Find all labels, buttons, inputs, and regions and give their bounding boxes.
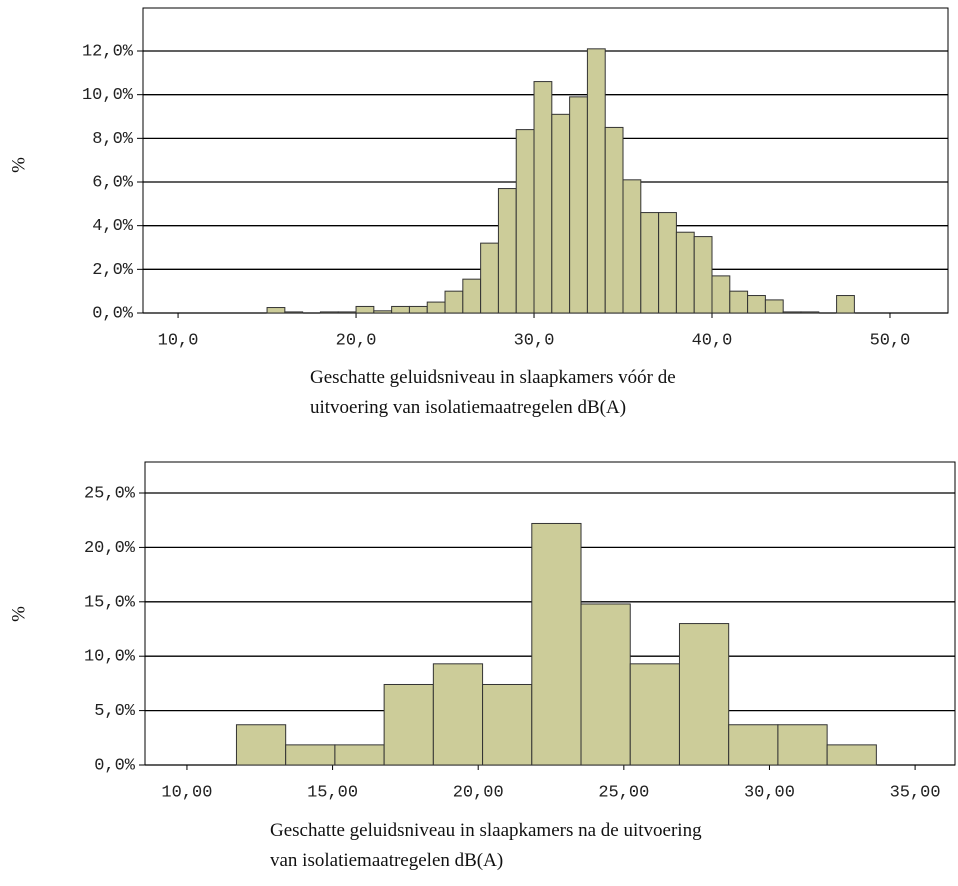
x-tick-label: 10,00 bbox=[161, 783, 212, 802]
bar bbox=[729, 290, 749, 314]
bar bbox=[391, 305, 410, 314]
bar bbox=[782, 311, 802, 314]
bar bbox=[826, 744, 877, 766]
y-tick-label: 10,0% bbox=[84, 648, 136, 667]
bar bbox=[629, 663, 680, 766]
y-tick-label: 10,0% bbox=[82, 86, 134, 105]
bar bbox=[604, 126, 624, 314]
bar bbox=[678, 623, 730, 766]
y-tick-label: 2,0% bbox=[92, 261, 134, 280]
bar bbox=[337, 311, 357, 314]
bar bbox=[482, 683, 533, 766]
bar bbox=[658, 212, 677, 314]
bar bbox=[693, 236, 713, 314]
x-tick-label: 20,00 bbox=[453, 783, 504, 802]
bar bbox=[319, 311, 339, 314]
bar bbox=[728, 724, 779, 766]
bar bbox=[373, 310, 393, 314]
y-tick-label: 4,0% bbox=[92, 217, 134, 236]
y-tick-label: 5,0% bbox=[94, 702, 136, 721]
x-tick-label: 25,00 bbox=[598, 783, 649, 802]
bar bbox=[531, 522, 582, 766]
x-axis-label: Geschatte geluidsniveau in slaapkamers n… bbox=[270, 820, 702, 841]
x-tick-label: 50,0 bbox=[870, 331, 911, 350]
bar bbox=[284, 311, 304, 314]
x-tick-label: 40,0 bbox=[692, 331, 733, 350]
y-tick-label: 6,0% bbox=[92, 173, 134, 192]
bar bbox=[777, 724, 828, 766]
y-axis-label: % bbox=[8, 606, 29, 622]
x-axis-label: van isolatiemaatregelen dB(A) bbox=[270, 850, 503, 871]
x-tick-label: 30,00 bbox=[744, 783, 795, 802]
y-tick-label: 0,0% bbox=[94, 756, 136, 775]
y-tick-label: 8,0% bbox=[92, 130, 134, 149]
x-tick-label: 20,0 bbox=[336, 331, 377, 350]
x-tick-label: 15,00 bbox=[307, 783, 358, 802]
y-tick-label: 20,0% bbox=[84, 539, 136, 558]
y-tick-label: 25,0% bbox=[84, 484, 136, 503]
bar bbox=[533, 81, 553, 314]
y-tick-label: 12,0% bbox=[82, 42, 134, 61]
bar bbox=[497, 188, 517, 314]
bar bbox=[515, 129, 535, 314]
bar bbox=[569, 96, 588, 314]
bar bbox=[444, 290, 464, 314]
bar bbox=[334, 744, 385, 766]
y-axis-label: % bbox=[8, 157, 29, 173]
y-tick-label: 0,0% bbox=[92, 304, 134, 323]
bar bbox=[480, 242, 499, 314]
x-tick-label: 30,0 bbox=[514, 331, 555, 350]
bar bbox=[285, 744, 336, 766]
bar bbox=[426, 301, 446, 314]
x-tick-label: 35,00 bbox=[890, 783, 941, 802]
bar bbox=[383, 683, 434, 766]
bar bbox=[432, 663, 484, 766]
bar bbox=[711, 275, 731, 314]
bar bbox=[764, 299, 784, 314]
bar bbox=[355, 305, 375, 314]
x-axis-label: uitvoering van isolatiemaatregelen dB(A) bbox=[310, 397, 626, 418]
y-tick-label: 15,0% bbox=[84, 593, 136, 612]
bar bbox=[622, 179, 642, 314]
x-tick-label: 10,0 bbox=[158, 331, 199, 350]
bar bbox=[747, 295, 766, 314]
bar bbox=[462, 278, 482, 314]
bar bbox=[580, 603, 631, 766]
bar bbox=[675, 231, 695, 314]
x-axis-label: Geschatte geluidsniveau in slaapkamers v… bbox=[310, 367, 676, 388]
bar bbox=[586, 48, 606, 314]
bar bbox=[551, 113, 571, 314]
bar bbox=[235, 724, 287, 766]
bar bbox=[640, 212, 660, 314]
bar bbox=[408, 305, 428, 314]
bar bbox=[266, 307, 286, 314]
bar bbox=[800, 311, 820, 314]
bar bbox=[836, 295, 855, 314]
